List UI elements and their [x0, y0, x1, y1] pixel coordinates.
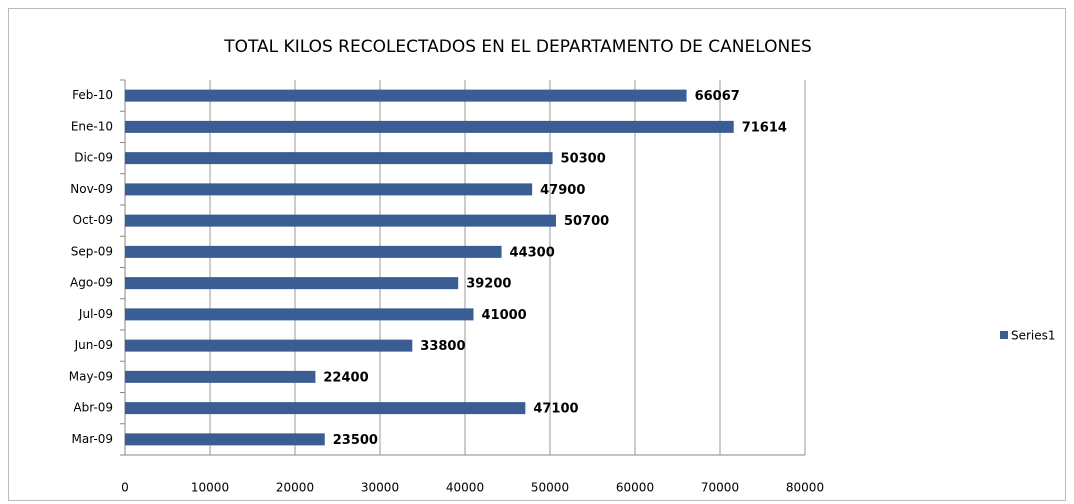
y-tick-label: Jun-09: [74, 338, 113, 352]
y-tick-label: Dic-09: [74, 151, 113, 165]
bar: [125, 339, 413, 352]
bar: [125, 89, 687, 102]
legend-label: Series1: [1011, 329, 1056, 343]
x-tick-label: 60000: [616, 481, 654, 495]
data-label: 47900: [540, 183, 585, 198]
data-label: 44300: [510, 245, 555, 260]
x-tick-label: 30000: [361, 481, 399, 495]
data-label: 50300: [561, 152, 606, 167]
bar: [125, 183, 533, 196]
x-tick-label: 80000: [786, 481, 824, 495]
data-label: 33800: [420, 339, 465, 354]
bar: [125, 277, 459, 290]
bar: [125, 308, 474, 321]
y-tick-label: Mar-09: [72, 432, 113, 446]
y-tick-label: Feb-10: [72, 88, 113, 102]
y-tick-label: Jul-09: [78, 307, 113, 321]
x-tick-label: 40000: [446, 481, 484, 495]
y-tick-label: Sep-09: [71, 244, 113, 258]
bar: [125, 120, 734, 133]
data-label: 66067: [695, 89, 740, 104]
y-tick-label: May-09: [69, 369, 113, 383]
data-label: 71614: [742, 120, 787, 135]
bar: [125, 152, 553, 165]
bar: [125, 214, 556, 227]
y-tick-label: Abr-09: [73, 401, 113, 415]
bar: [125, 433, 325, 446]
data-label: 39200: [466, 277, 511, 292]
y-tick-label: Nov-09: [70, 182, 113, 196]
data-label: 50700: [564, 214, 609, 229]
x-tick-label: 0: [121, 481, 129, 495]
data-label: 47100: [533, 402, 578, 417]
bar: [125, 245, 502, 258]
x-tick-label: 50000: [531, 481, 569, 495]
x-tick-label: 70000: [701, 481, 739, 495]
legend-swatch: [1000, 331, 1008, 339]
chart-title: TOTAL KILOS RECOLECTADOS EN EL DEPARTAME…: [223, 37, 812, 57]
x-tick-label: 10000: [191, 481, 229, 495]
data-label: 23500: [333, 433, 378, 448]
data-label: 22400: [323, 370, 368, 385]
bar: [125, 370, 316, 383]
bar: [125, 402, 526, 415]
y-tick-label: Ago-09: [70, 276, 113, 290]
data-label: 41000: [482, 308, 527, 323]
y-tick-label: Ene-10: [71, 119, 113, 133]
x-tick-label: 20000: [276, 481, 314, 495]
y-tick-label: Oct-09: [73, 213, 113, 227]
